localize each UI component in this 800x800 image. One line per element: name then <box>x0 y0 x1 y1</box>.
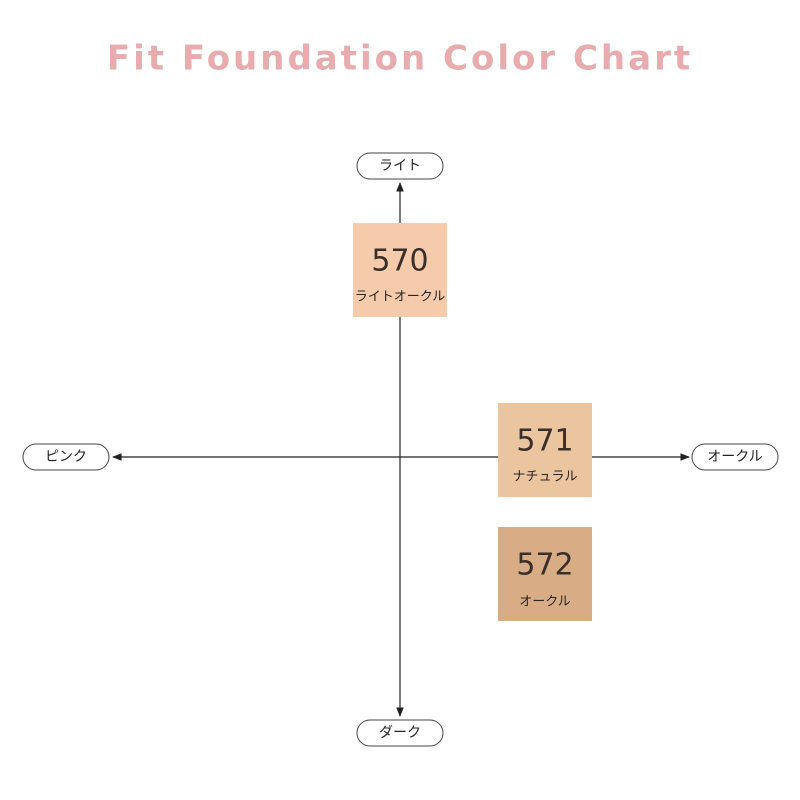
axis-label: ライト <box>379 158 421 174</box>
axis-pill <box>356 719 444 747</box>
axis-label: オークル <box>707 449 763 465</box>
swatch <box>498 403 592 497</box>
title: Fit Foundation Color Chart <box>107 39 693 79</box>
swatch-name: ライトオークル <box>355 290 446 305</box>
axis-label: ピンク <box>45 449 87 465</box>
swatch-name: ナチュラル <box>512 470 577 485</box>
swatch-name: オークル <box>519 595 571 610</box>
axis-pill <box>691 443 779 471</box>
axis-label: ダーク <box>379 725 421 741</box>
axis-pill <box>356 152 444 180</box>
swatch-code: 570 <box>371 244 428 279</box>
swatch <box>498 527 592 621</box>
swatch-code: 572 <box>516 548 573 583</box>
axis-pill <box>22 443 110 471</box>
swatch <box>353 223 447 317</box>
swatch-code: 571 <box>516 424 573 459</box>
